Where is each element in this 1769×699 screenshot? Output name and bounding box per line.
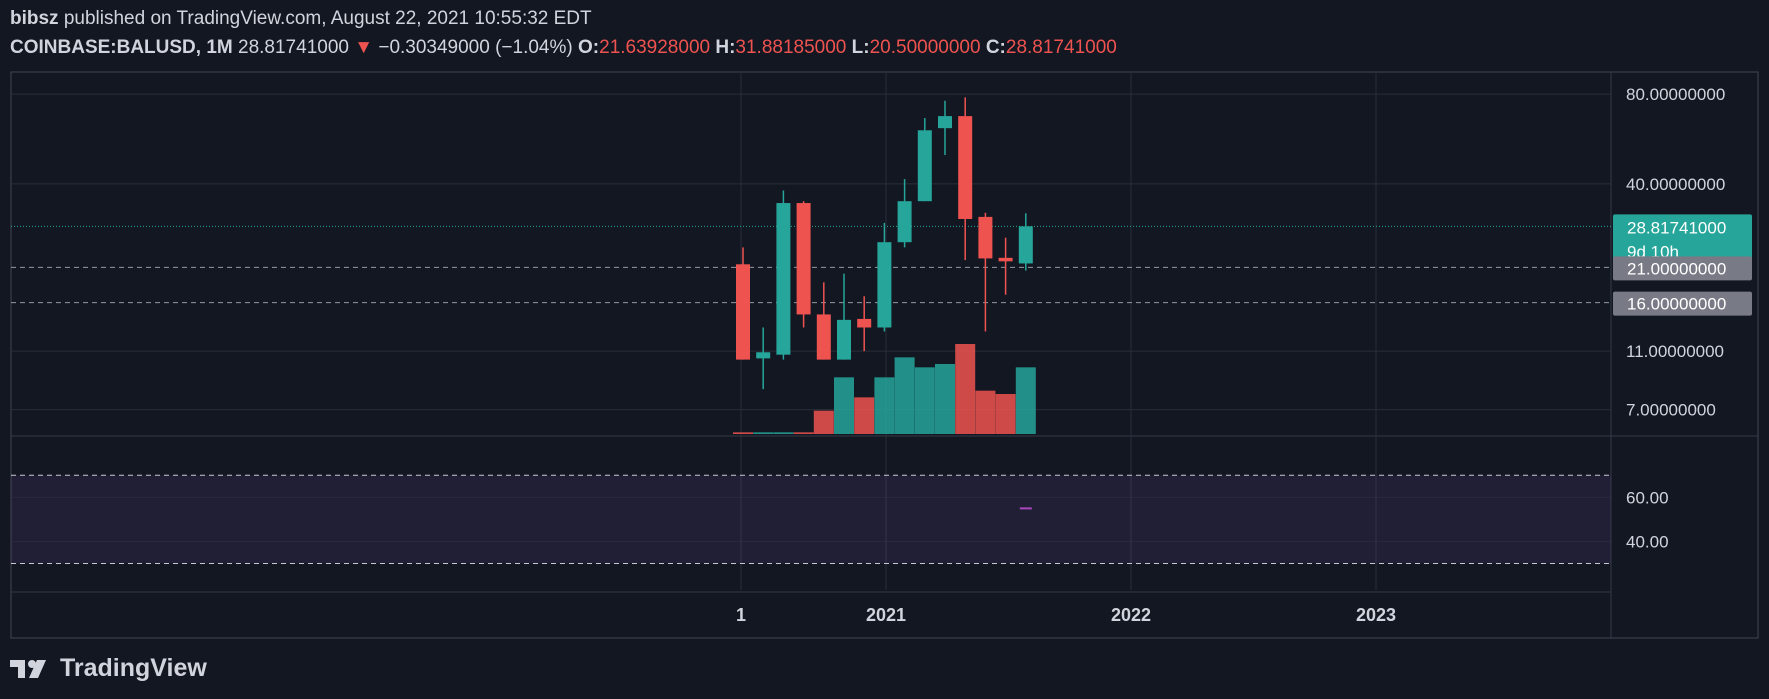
candle[interactable]: [897, 179, 912, 248]
volume-bars: [733, 344, 1036, 434]
candle[interactable]: [917, 118, 932, 202]
time-tick-label: 2023: [1356, 605, 1396, 625]
candle[interactable]: [796, 201, 811, 328]
price-change: −0.30349000 (−1.04%): [378, 37, 573, 58]
candle[interactable]: [837, 273, 851, 360]
volume-bar: [793, 432, 814, 434]
candle-body: [1018, 226, 1033, 264]
candle[interactable]: [736, 247, 750, 360]
candles[interactable]: [736, 97, 1033, 390]
volume-bar: [854, 397, 875, 434]
candle-body: [776, 203, 791, 355]
tradingview-logo[interactable]: TradingView: [10, 654, 207, 683]
candle[interactable]: [776, 190, 791, 360]
low-label: L:: [851, 37, 870, 58]
published-text: published on TradingView.com, August 22,…: [63, 8, 592, 29]
candle-body: [958, 116, 973, 220]
candle[interactable]: [857, 296, 872, 352]
level-badge-value: 16.00000000: [1627, 295, 1726, 314]
candle-body: [877, 242, 892, 328]
low-value: 20.50000000: [869, 37, 981, 58]
publish-info: bibsz published on TradingView.com, Augu…: [10, 8, 592, 30]
rsi-tick-label: 40.00: [1626, 532, 1669, 551]
candle[interactable]: [978, 212, 993, 332]
candle-body: [998, 257, 1013, 262]
candle[interactable]: [816, 282, 831, 360]
high-value: 31.88185000: [735, 37, 847, 58]
candle[interactable]: [998, 237, 1013, 295]
grid-lines: [11, 72, 1611, 590]
down-arrow-icon: ▼: [354, 37, 374, 58]
chart-frame: [10, 71, 1759, 639]
candle-body: [816, 314, 831, 360]
candle-body: [837, 319, 851, 360]
volume-bar: [874, 377, 895, 434]
volume-bar: [894, 357, 915, 434]
open-label: O:: [578, 37, 600, 58]
close-label: C:: [985, 37, 1006, 58]
level-badge: [1613, 291, 1752, 316]
candle-body: [756, 352, 771, 359]
candle-body: [938, 116, 952, 129]
axes: 80.00000000 40.00000000 11.00000000 7.00000…: [736, 85, 1752, 625]
time-tick-label: 2021: [866, 605, 906, 625]
last-price-badge: [1613, 214, 1752, 265]
author-name[interactable]: bibsz: [10, 8, 59, 29]
candle[interactable]: [1018, 213, 1033, 271]
candle-body: [897, 201, 912, 243]
rsi-tick-label: 60.00: [1626, 488, 1669, 507]
volume-bar: [955, 344, 976, 434]
volume-bar: [753, 432, 774, 434]
time-tick-label: 1: [736, 605, 746, 625]
rsi-pane[interactable]: [11, 474, 1611, 565]
price-tick-label: 11.00000000: [1626, 342, 1724, 361]
price-tick-label: 80.00000000: [1626, 85, 1725, 104]
candle[interactable]: [756, 327, 771, 390]
candle[interactable]: [938, 100, 952, 155]
level-badge: [1613, 256, 1752, 281]
volume-bar: [914, 367, 935, 434]
price-tick-label: 40.00000000: [1626, 175, 1725, 194]
open-value: 21.63928000: [599, 37, 711, 58]
last-price-badge-value: 28.81741000: [1627, 218, 1726, 237]
volume-bar: [975, 390, 996, 434]
symbol-name[interactable]: COINBASE:BALUSD, 1M: [10, 37, 233, 58]
logo-text: TradingView: [60, 654, 207, 682]
time-tick-label: 2022: [1111, 605, 1151, 625]
symbol-legend: COINBASE:BALUSD, 1M 28.81741000 ▼ −0.303…: [10, 37, 1117, 59]
volume-bar: [813, 410, 834, 434]
candle[interactable]: [958, 97, 973, 261]
volume-bar: [995, 394, 1016, 434]
volume-bar: [773, 432, 794, 434]
candle[interactable]: [877, 222, 892, 332]
candle-body: [978, 216, 993, 259]
last-price: 28.81741000: [238, 37, 349, 58]
candle-body: [917, 130, 932, 202]
volume-bar: [733, 432, 753, 434]
candle-body: [857, 318, 872, 328]
rsi-band-fill: [11, 475, 1611, 564]
level-badge-value: 21.00000000: [1627, 259, 1726, 278]
candle-body: [796, 203, 811, 315]
volume-bar: [935, 364, 955, 434]
horizontal-lines: [11, 225, 1611, 304]
high-label: H:: [715, 37, 736, 58]
candle-body: [736, 264, 750, 360]
close-value: 28.81741000: [1005, 37, 1117, 58]
volume-bar: [1015, 367, 1036, 434]
volume-bar: [834, 377, 854, 434]
price-tick-label: 7.00000000: [1626, 401, 1716, 420]
tradingview-logo-icon: [10, 659, 46, 678]
